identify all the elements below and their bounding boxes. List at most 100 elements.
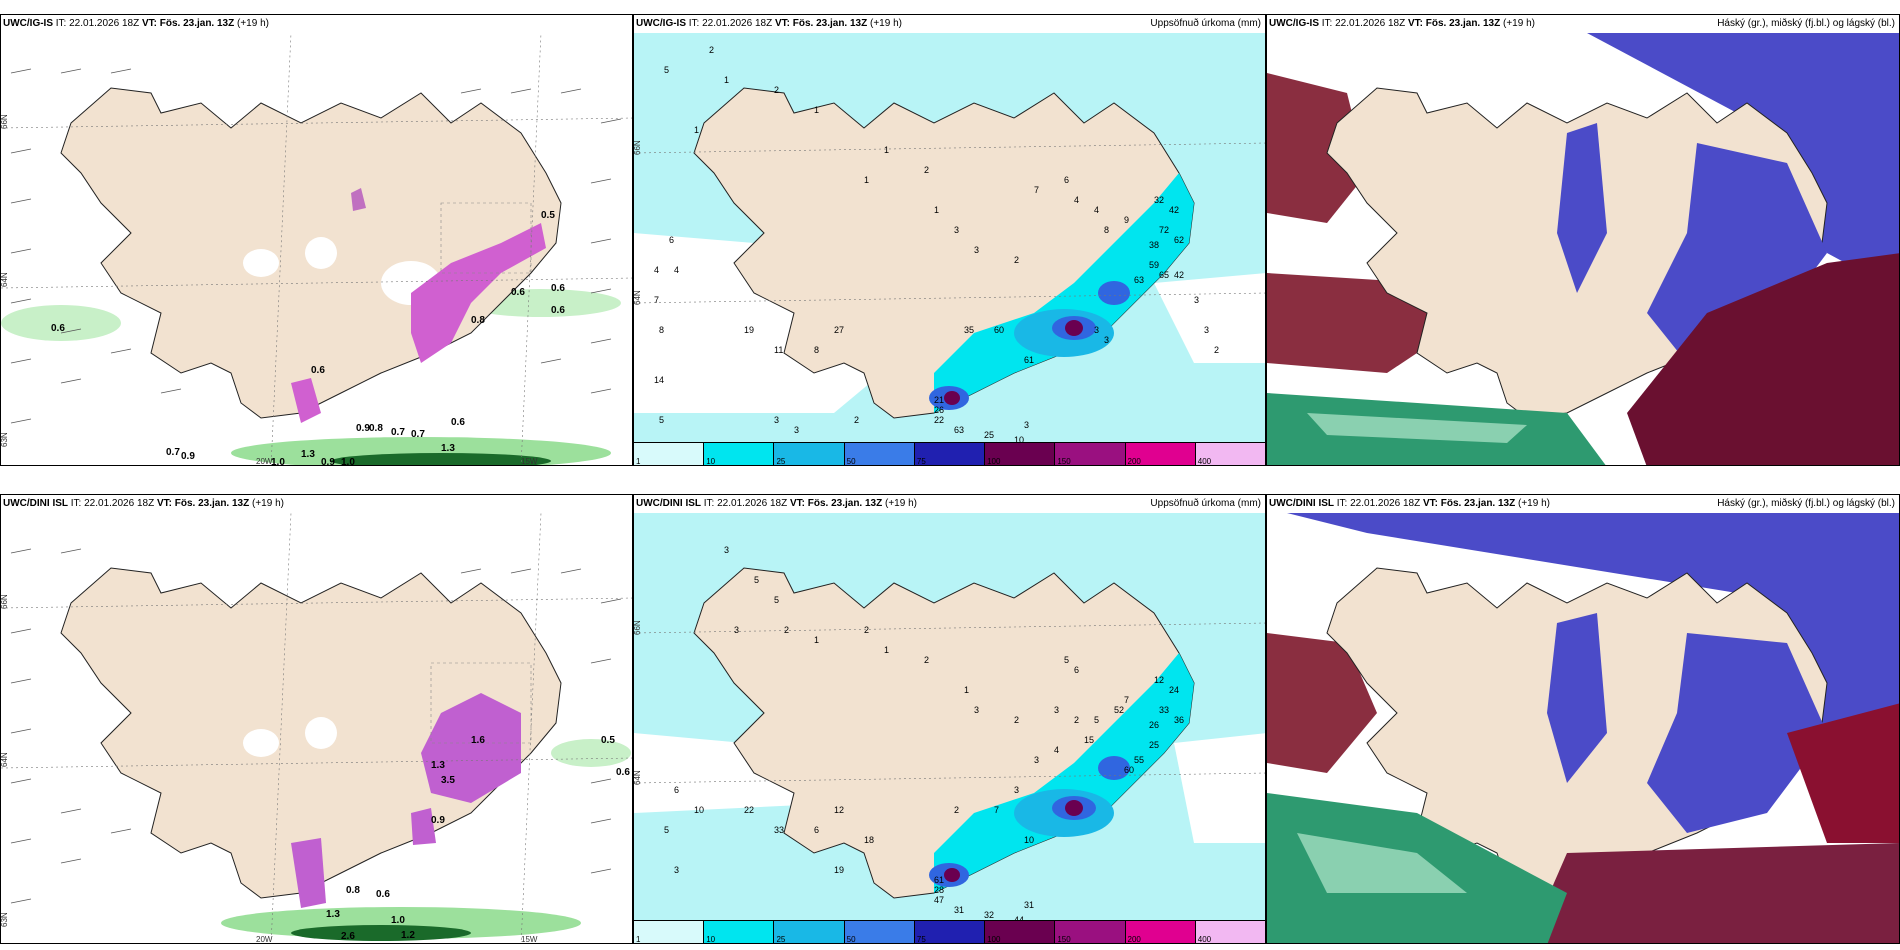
value-label: 10: [1014, 435, 1024, 445]
value-label: 6: [669, 235, 674, 245]
legend-swatch: 1: [634, 443, 705, 466]
precip-title: Uppsöfnuð úrkoma (mm): [1150, 18, 1261, 29]
value-label: 61: [1024, 355, 1034, 365]
value-label: 3: [974, 245, 979, 255]
value-label: 8: [814, 345, 819, 355]
value-label: 2: [954, 805, 959, 815]
value-label: 0.7: [411, 429, 425, 440]
lat-label: 66N: [634, 620, 642, 635]
value-label: 3: [1104, 335, 1109, 345]
value-label: 35: [964, 325, 974, 335]
cloud-title: Háský (gr.), miðský (fj.bl.) og lágský (…: [1717, 18, 1895, 29]
value-label: 42: [1169, 205, 1179, 215]
value-label: 3: [974, 705, 979, 715]
value-label: 1: [694, 125, 699, 135]
precip-legend: 1 10 25 50 75 100 150 200 400: [634, 920, 1265, 943]
cloud-high: [1267, 633, 1377, 773]
wind-patch: [551, 739, 631, 767]
vt-value: Fös. 23.jan. 13Z: [792, 18, 868, 29]
value-label: 42: [1174, 270, 1184, 280]
it-value: 22.01.2026 18Z: [1350, 498, 1421, 509]
lat-label: 63N: [1, 432, 9, 447]
dry-area: [1154, 273, 1265, 363]
value-label: 0.6: [511, 287, 525, 298]
cloud-mid: [1547, 613, 1607, 783]
value-label: 28: [934, 885, 944, 895]
legend-tick: 75: [916, 935, 926, 944]
cloud-mid: [1647, 633, 1827, 833]
legend-swatch: 50: [844, 921, 915, 943]
legend-swatch: 150: [1055, 921, 1126, 944]
lat-label: 64N: [1, 752, 9, 767]
legend-tick: 150: [1057, 935, 1071, 944]
value-label: 3: [1024, 420, 1029, 430]
cloud-low: [1307, 413, 1527, 443]
lon-label: 15W: [521, 935, 538, 944]
lead-time: (+19 h): [1518, 498, 1550, 509]
legend-tick: 400: [1197, 457, 1212, 466]
hatch-area: [430, 662, 532, 744]
vt-value: Fös. 23.jan. 13Z: [174, 498, 250, 509]
vt-label: VT:: [1407, 18, 1423, 29]
legend-swatch: 75: [914, 443, 986, 465]
value-label: 1: [884, 145, 889, 155]
model-name: UWC/IG-IS: [3, 18, 53, 29]
value-label: 22: [744, 805, 754, 815]
vt-label: VT:: [1422, 498, 1438, 509]
value-label: 6: [814, 825, 819, 835]
value-label: 3: [1034, 755, 1039, 765]
precip-title: Uppsöfnuð úrkoma (mm): [1150, 498, 1261, 509]
value-label: 2: [1214, 345, 1219, 355]
lat-label: 64N: [634, 290, 642, 305]
model-name: UWC/IG-IS: [636, 18, 686, 29]
value-label: 3: [1194, 295, 1199, 305]
value-label: 33: [774, 825, 784, 835]
cloud-high: [1267, 73, 1367, 223]
value-label: 1.6: [471, 735, 485, 746]
it-label: IT:: [55, 18, 67, 29]
value-label: 8: [659, 325, 664, 335]
model-name: UWC/IG-IS: [1269, 18, 1319, 29]
vt-label: VT:: [789, 498, 805, 509]
value-label: 12: [834, 805, 844, 815]
lon-label: 20W: [256, 457, 273, 466]
value-label: 0.6: [51, 323, 65, 334]
value-label: 7: [654, 295, 659, 305]
value-label: 1.0: [391, 915, 405, 926]
value-label: 5: [659, 415, 664, 425]
value-label: 21: [934, 395, 944, 405]
lat-label: 66N: [1, 114, 9, 129]
panel-header: UWC/DINI ISL IT: 22.01.2026 18Z VT: Fös.…: [636, 498, 917, 509]
precip-legend: 1 10 25 50 75 100 150 200 400: [634, 442, 1265, 465]
legend-swatch: 25: [774, 921, 845, 943]
value-label: 5: [1094, 715, 1099, 725]
vt-value: Fös. 23.jan. 13Z: [807, 498, 883, 509]
value-label: 6: [1074, 665, 1079, 675]
value-label: 38: [1149, 240, 1159, 250]
cloud-low: [1297, 833, 1467, 893]
value-label: 5: [664, 825, 669, 835]
value-label: 2: [774, 85, 779, 95]
legend-tick: 1: [636, 457, 641, 466]
legend-swatch: 75: [914, 921, 986, 944]
panel-top-precip: UWC/IG-IS IT: 22.01.2026 18Z VT: Fös. 23…: [633, 14, 1266, 466]
wind-patch: [291, 925, 471, 941]
it-value: 22.01.2026 18Z: [702, 18, 773, 29]
value-label: 2: [924, 655, 929, 665]
value-label: 15: [1084, 735, 1094, 745]
legend-swatch: 200: [1125, 443, 1196, 465]
value-label: 1.3: [441, 443, 455, 454]
value-label: 27: [834, 325, 844, 335]
value-label: 1.3: [431, 760, 445, 771]
precip-blue: [1098, 281, 1130, 305]
precip-blue: [1098, 756, 1130, 780]
precip-cell: [291, 378, 321, 423]
precip-cyan: [934, 653, 1194, 893]
value-label: 55: [1134, 755, 1144, 765]
value-label: 12: [1154, 675, 1164, 685]
value-label: 4: [1054, 745, 1059, 755]
legend-tick: 10: [706, 935, 716, 944]
legend-tick: 100: [987, 457, 1001, 466]
value-label: 19: [744, 325, 754, 335]
